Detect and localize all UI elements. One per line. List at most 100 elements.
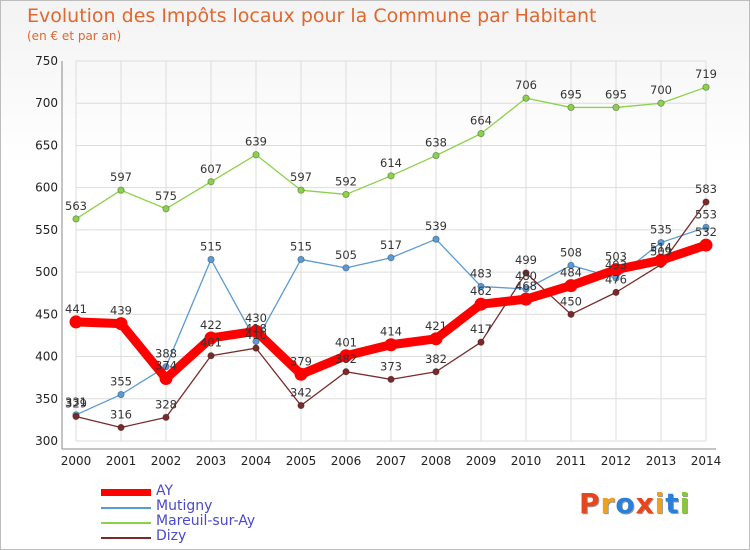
data-label-dizy: 583: [695, 182, 717, 196]
data-point-mareuil-sur-ay: [387, 172, 395, 180]
data-point-ay: [429, 332, 443, 346]
grid: [75, 60, 707, 442]
data-label-mutigny: 553: [695, 207, 717, 221]
data-labels: 441 439 374 422 430 379 401 414 421 462 468 484 503 5…: [65, 67, 717, 421]
data-point-mareuil-sur-ay: [162, 205, 170, 213]
data-label-mutigny: 535: [650, 223, 672, 237]
data-label-ay: 430: [245, 311, 267, 325]
y-tick-label: 300: [35, 434, 58, 448]
legend-swatch: [101, 522, 151, 524]
data-label-dizy: 328: [155, 397, 177, 411]
data-point-dizy: [522, 269, 530, 277]
data-label-dizy: 382: [335, 352, 357, 366]
data-label-mutigny: 515: [290, 239, 312, 253]
data-point-dizy: [567, 310, 575, 318]
y-tick-label: 650: [35, 138, 58, 152]
data-label-ay: 441: [65, 302, 87, 316]
data-point-dizy: [297, 401, 305, 410]
y-tick-label: 450: [35, 307, 58, 321]
logo-letter: o: [615, 487, 636, 520]
data-label-mareuil-sur-ay: 597: [110, 170, 132, 184]
data-point-ay: [564, 279, 578, 293]
x-tick-label: 2005: [286, 454, 317, 468]
data-label-dizy: 342: [290, 386, 312, 400]
series-lines: [69, 83, 713, 432]
data-label-ay: 514: [650, 240, 672, 254]
legend-label: AY: [156, 483, 174, 499]
x-tick-label: 2006: [331, 454, 362, 468]
data-point-mareuil-sur-ay: [567, 103, 575, 112]
data-point-dizy: [477, 338, 485, 346]
data-point-ay: [384, 338, 398, 352]
data-point-ay: [654, 253, 668, 267]
data-label-dizy: 509: [650, 245, 672, 259]
data-label-ay: 468: [515, 279, 537, 293]
x-tick-label: 2013: [646, 454, 677, 468]
y-tick-label: 500: [35, 265, 58, 279]
axes: 300 350 400 450 500 550 600 650 700 750 2000 2001 20…: [35, 54, 721, 468]
data-point-mutigny: [252, 337, 260, 345]
data-label-ay: 414: [380, 325, 402, 339]
data-label-ay: 532: [695, 225, 717, 239]
data-label-mutigny: 480: [515, 269, 537, 283]
data-label-mareuil-sur-ay: 575: [155, 189, 177, 203]
data-point-ay: [294, 367, 308, 381]
logo-letter: P: [579, 487, 601, 520]
logo-letter: i: [654, 487, 666, 520]
logo-letter: t: [665, 487, 680, 520]
legend-swatch: [101, 537, 151, 539]
x-tick-label: 2001: [106, 454, 137, 468]
data-label-mareuil-sur-ay: 592: [335, 174, 357, 188]
data-label-mutigny: 508: [560, 245, 582, 259]
data-point-mareuil-sur-ay: [117, 186, 125, 194]
data-point-mutigny: [567, 261, 575, 269]
data-label-mareuil-sur-ay: 638: [425, 136, 447, 150]
data-point-dizy: [117, 423, 125, 432]
x-tick-label: 2008: [421, 454, 452, 468]
data-label-mareuil-sur-ay: 639: [245, 135, 267, 149]
data-point-mareuil-sur-ay: [702, 83, 710, 91]
data-label-mutigny: 539: [425, 219, 447, 233]
data-label-mutigny: 517: [380, 238, 402, 252]
data-label-mutigny: 418: [245, 321, 267, 335]
data-label-mareuil-sur-ay: 706: [515, 78, 537, 92]
data-label-dizy: 476: [605, 272, 627, 286]
data-label-dizy: 329: [65, 397, 87, 411]
data-label-dizy: 417: [470, 322, 492, 336]
data-label-mareuil-sur-ay: 664: [470, 114, 492, 128]
x-tick-label: 2010: [511, 454, 542, 468]
chart-subtitle: (en € et par an): [27, 29, 122, 43]
data-label-mutigny: 493: [605, 258, 627, 272]
data-point-mutigny: [702, 223, 710, 231]
data-label-mutigny: 483: [470, 266, 492, 280]
data-point-dizy: [612, 288, 620, 296]
x-tick-label: 2000: [61, 454, 92, 468]
data-label-mutigny: 515: [200, 239, 222, 253]
data-label-mareuil-sur-ay: 597: [290, 170, 312, 184]
y-tick-label: 600: [35, 181, 58, 195]
data-point-mutigny: [342, 264, 350, 272]
data-label-dizy: 316: [110, 407, 132, 421]
y-tick-label: 750: [35, 54, 58, 68]
data-point-ay: [474, 297, 488, 311]
data-point-mutigny: [117, 390, 125, 399]
data-label-ay: 401: [335, 336, 357, 350]
data-point-dizy: [72, 412, 80, 421]
data-point-mareuil-sur-ay: [252, 151, 260, 159]
data-label-dizy: 401: [200, 336, 222, 350]
data-label-dizy: 450: [560, 294, 582, 308]
x-tick-label: 2011: [556, 454, 587, 468]
data-point-mutigny: [477, 282, 485, 291]
data-label-ay: 439: [110, 304, 132, 318]
data-point-ay: [699, 238, 713, 252]
data-point-dizy: [162, 413, 170, 421]
data-point-dizy: [207, 352, 215, 360]
data-point-mareuil-sur-ay: [477, 130, 485, 138]
chart-title: Evolution des Impôts locaux pour la Comm…: [27, 5, 597, 27]
y-tick-label: 400: [35, 350, 58, 364]
data-point-ay: [519, 292, 533, 306]
data-point-mutigny: [432, 235, 440, 243]
data-point-mareuil-sur-ay: [657, 99, 665, 107]
data-label-ay: 374: [155, 359, 177, 373]
data-label-ay: 503: [605, 250, 627, 264]
